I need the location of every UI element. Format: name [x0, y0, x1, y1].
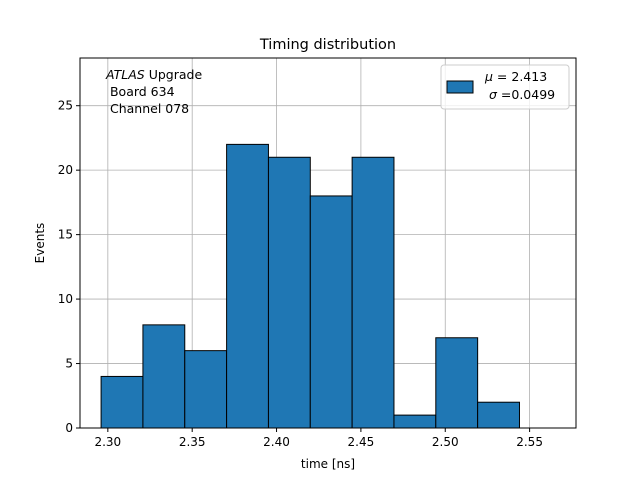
x-tick-label: 2.30 [94, 435, 121, 449]
annotation-line1: ATLAS Upgrade [105, 67, 202, 82]
x-ticks: 2.30 2.35 2.40 2.45 2.50 2.55 [94, 428, 543, 449]
histogram-bars [100, 143, 520, 429]
axes-frame [79, 57, 577, 429]
legend-sigma-line: σ =0.0499 [489, 87, 555, 102]
chart-title: Timing distribution [259, 37, 396, 53]
histogram-bar [267, 156, 311, 429]
histogram-bar [393, 414, 437, 429]
x-axis-label: time [ns] [301, 457, 355, 471]
histogram-bar [100, 375, 144, 429]
y-tick-label: 0 [65, 421, 73, 435]
histogram-bar [351, 156, 395, 429]
histogram-bar [184, 350, 228, 429]
y-ticks: 0 5 10 15 20 25 [58, 99, 80, 435]
annotation-line3: Channel 078 [106, 101, 189, 116]
annotation-box: ATLAS Upgrade Board 634 Channel 078 [105, 67, 202, 116]
legend: μ = 2.413 σ =0.0499 [440, 64, 570, 110]
x-tick-label: 2.45 [348, 435, 375, 449]
annotation-upgrade: Upgrade [145, 67, 203, 82]
histogram-bar [477, 401, 520, 429]
y-tick-label: 10 [58, 292, 73, 306]
y-axis-label: Events [33, 223, 47, 264]
legend-frame [440, 64, 570, 110]
histogram-bar [309, 195, 353, 429]
x-tick-label: 2.50 [432, 435, 459, 449]
histogram-bar [435, 337, 479, 429]
legend-mu-line: μ = 2.413 [484, 69, 547, 84]
legend-sigma-value: =0.0499 [497, 87, 555, 102]
legend-sigma-symbol: σ [489, 87, 498, 102]
y-tick-label: 20 [58, 163, 73, 177]
y-tick-label: 5 [65, 357, 73, 371]
y-tick-label: 25 [58, 99, 73, 113]
legend-swatch [446, 80, 474, 94]
legend-mu-value: = 2.413 [493, 69, 547, 84]
x-tick-label: 2.40 [263, 435, 290, 449]
x-tick-label: 2.55 [516, 435, 543, 449]
y-tick-label: 15 [58, 228, 73, 242]
histogram-bar [142, 324, 186, 429]
histogram-bar [226, 143, 269, 429]
annotation-line2: Board 634 [106, 84, 175, 99]
legend-mu-symbol: μ [484, 69, 493, 84]
annotation-atlas: ATLAS [105, 67, 145, 82]
x-tick-label: 2.35 [179, 435, 206, 449]
